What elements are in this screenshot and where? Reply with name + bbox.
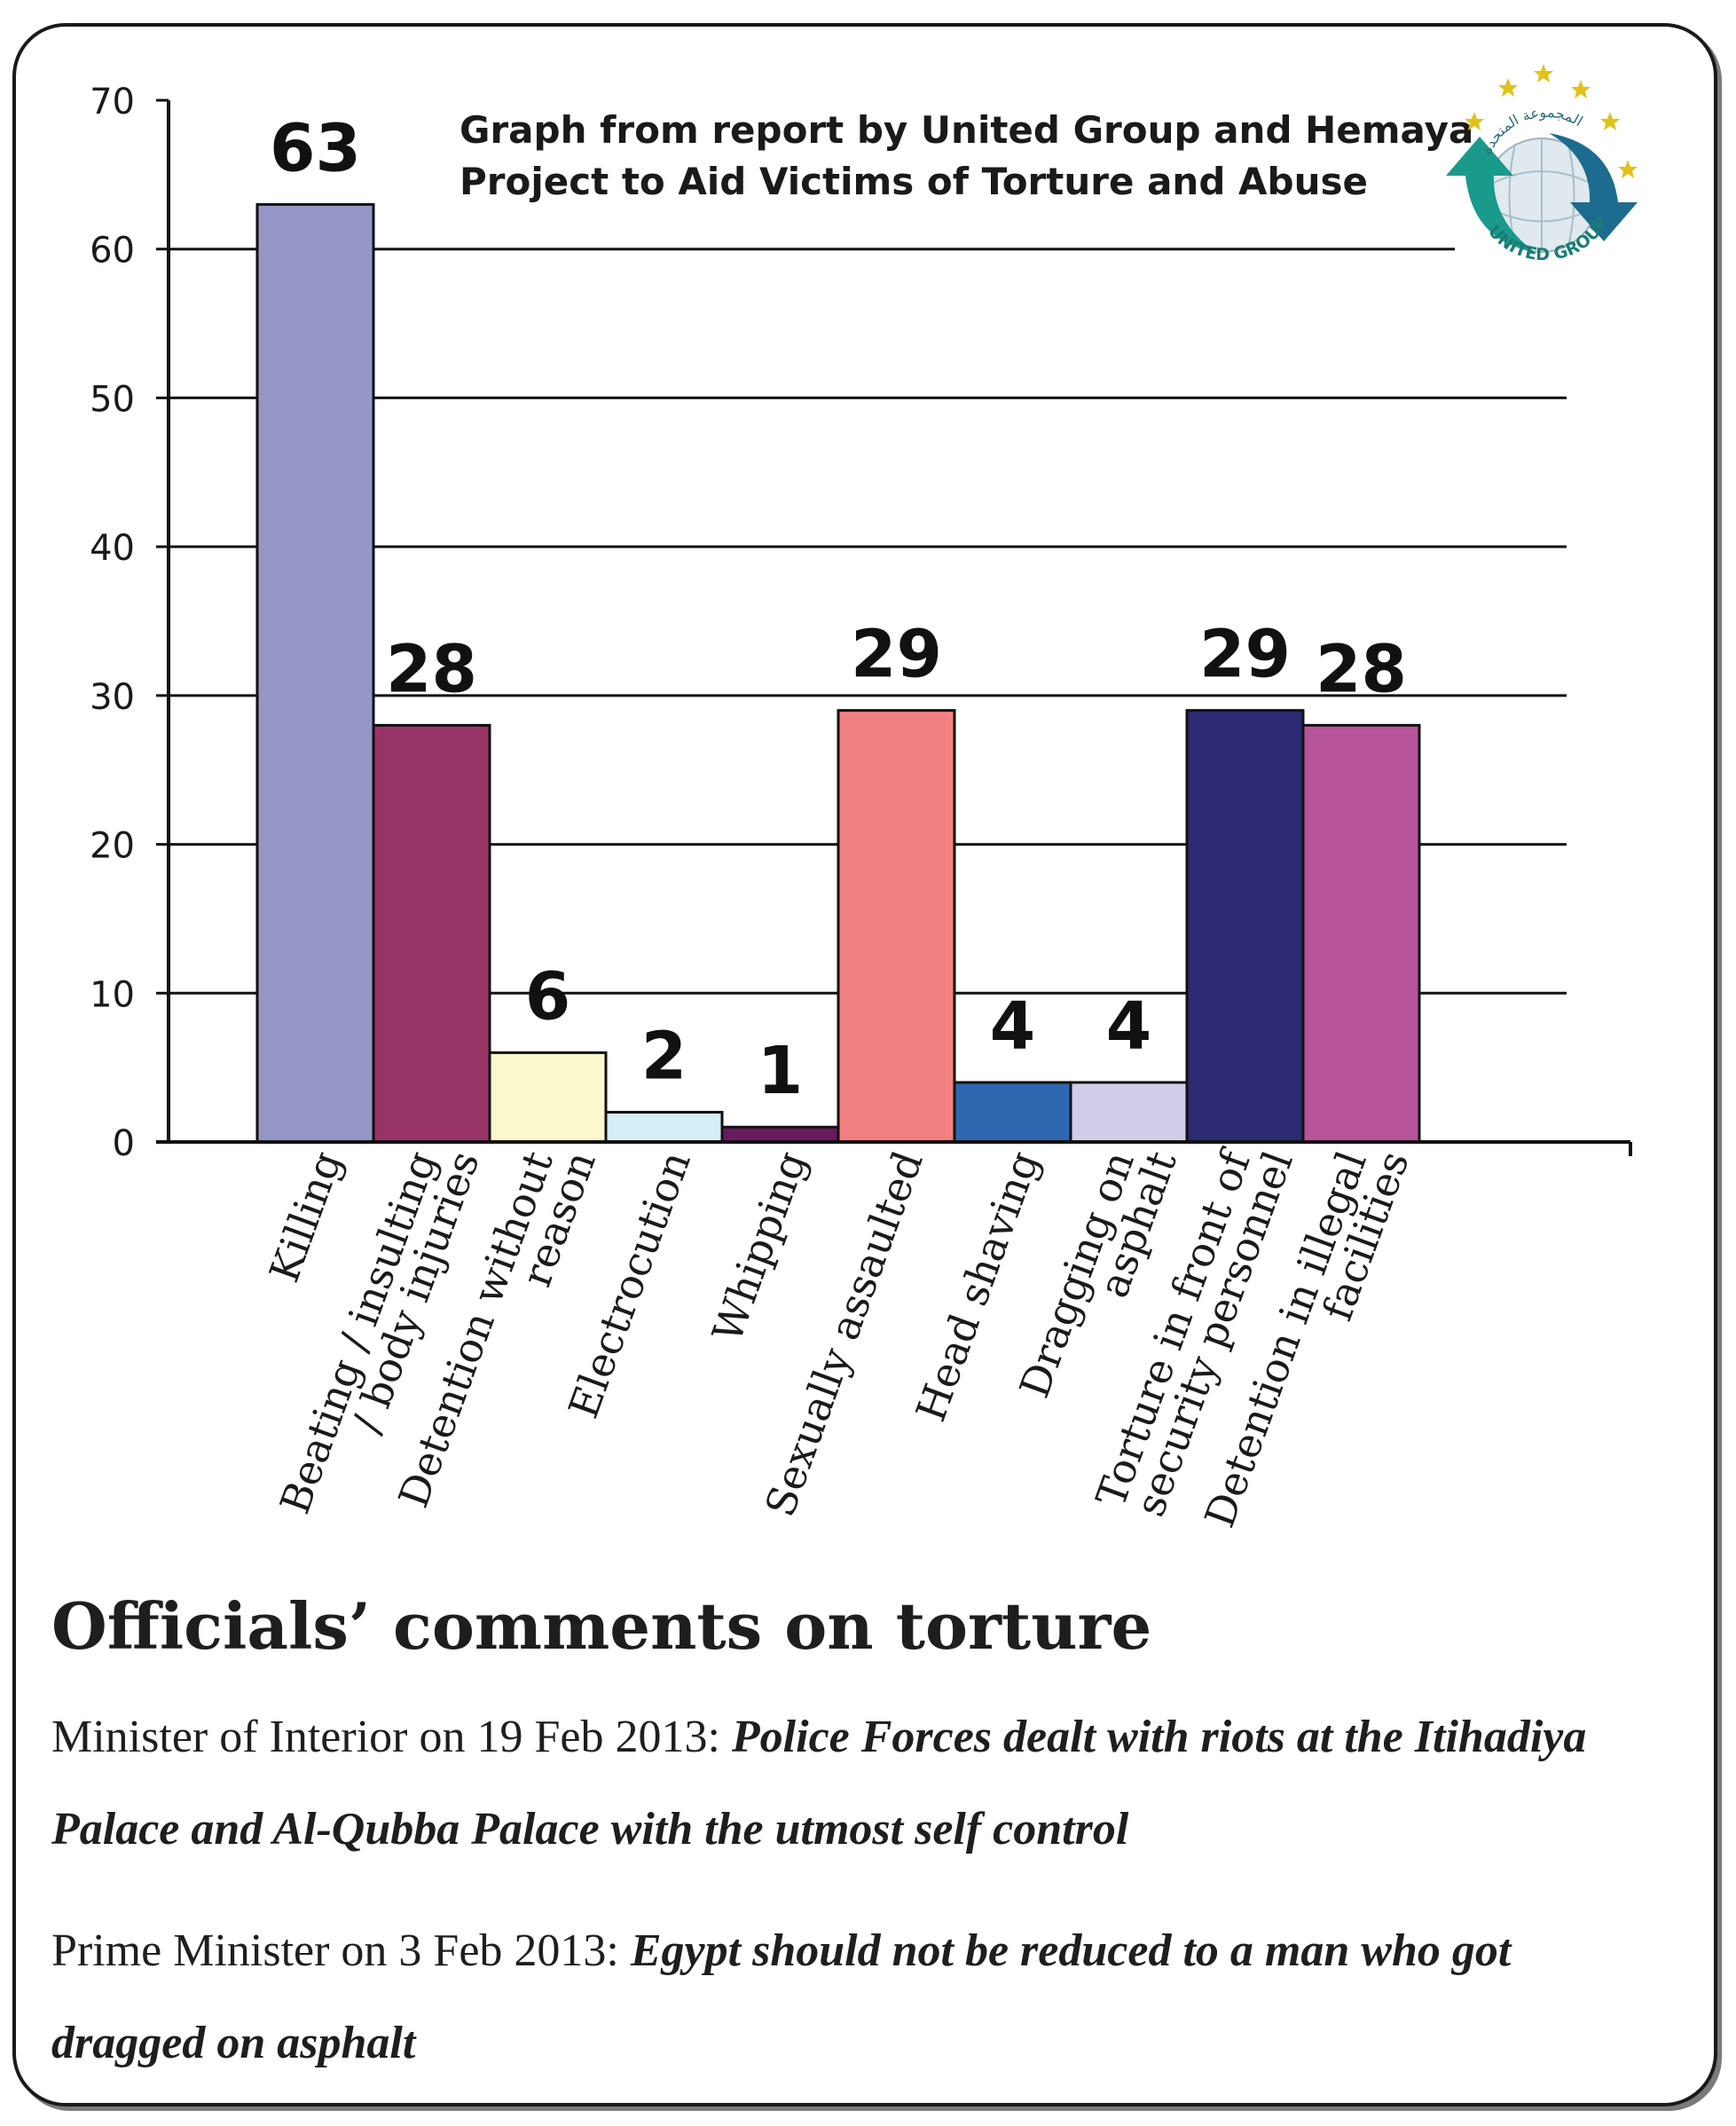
comment-quote: Egypt should not be reduced to a man who… <box>51 1925 1512 2068</box>
bar <box>953 1081 1072 1144</box>
bar <box>837 709 956 1144</box>
bar <box>720 1125 840 1144</box>
y-tick-label: 0 <box>113 1123 135 1164</box>
bar <box>1185 709 1305 1144</box>
comment-speaker: Minister of Interior on 19 Feb 2013: <box>51 1712 732 1762</box>
y-tick-label: 20 <box>90 826 135 867</box>
blue-arrow-icon <box>1549 133 1638 241</box>
bar-value-label: 29 <box>1199 617 1291 693</box>
comment-quote: Police Forces dealt with riots at the It… <box>51 1712 1587 1854</box>
bar-value-label: 28 <box>1316 631 1407 707</box>
bar-value-label: 2 <box>641 1018 687 1094</box>
bar <box>1301 723 1421 1144</box>
bar <box>372 723 491 1144</box>
category-label: Killing <box>260 1145 351 1288</box>
bar-value-label: 29 <box>851 617 942 693</box>
bar <box>255 202 375 1144</box>
bar <box>604 1110 724 1144</box>
bar-value-label: 6 <box>525 958 571 1035</box>
official-comment: Prime Minister on 3 Feb 2013: Egypt shou… <box>51 1905 1675 2090</box>
bar-value-label: 28 <box>386 631 477 707</box>
y-tick-label: 30 <box>90 677 135 718</box>
chart-title-line: Project to Aid Victims of Torture and Ab… <box>460 160 1368 203</box>
chart-title: Graph from report by United Group and He… <box>460 105 1474 208</box>
star-icon <box>1465 64 1638 178</box>
comment-speaker: Prime Minister on 3 Feb 2013: <box>51 1925 631 1976</box>
bar <box>1069 1081 1189 1144</box>
official-comment: Minister of Interior on 19 Feb 2013: Pol… <box>51 1691 1675 1876</box>
teal-arrow-icon <box>1446 137 1535 252</box>
chart-title-line: Graph from report by United Group and He… <box>460 108 1474 152</box>
bar <box>488 1051 608 1144</box>
y-tick-label: 40 <box>90 528 135 569</box>
bar-value-label: 4 <box>1106 988 1152 1065</box>
y-tick-label: 60 <box>90 231 135 272</box>
bar-value-label: 4 <box>990 988 1036 1065</box>
category-label: Whipping <box>703 1145 815 1348</box>
section-heading: Officials’ comments on torture <box>51 1588 1152 1664</box>
y-tick-label: 10 <box>90 974 135 1015</box>
united-group-logo: المجموعة المتحدة UNITED GROUP <box>1446 64 1638 264</box>
bar-value-label: 63 <box>270 110 361 186</box>
y-tick-label: 50 <box>90 379 135 420</box>
y-tick-label: 70 <box>90 82 135 122</box>
bar-value-label: 1 <box>758 1033 804 1109</box>
